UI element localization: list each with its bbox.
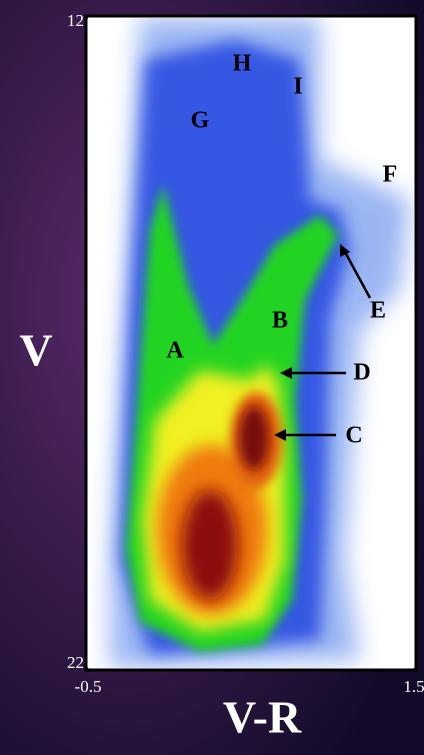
annotation: A: [166, 338, 184, 364]
y-axis-label: V: [19, 325, 52, 376]
y-tick-label: 22: [67, 653, 84, 672]
density-map: [110, 18, 410, 668]
arrows: [274, 244, 372, 441]
annotation: G: [191, 108, 210, 134]
annotation: I: [293, 74, 302, 100]
x-tick-label: 1.5: [403, 677, 424, 696]
annotation: E: [370, 298, 386, 324]
annotation: B: [272, 308, 288, 334]
annotation: F: [383, 162, 398, 188]
annotation: C: [345, 423, 362, 449]
annotation: H: [233, 51, 252, 77]
y-tick-label: 12: [67, 11, 84, 30]
x-tick-label: -0.5: [75, 677, 102, 696]
x-axis-label: V-R: [223, 692, 302, 743]
annotation: D: [353, 360, 370, 386]
